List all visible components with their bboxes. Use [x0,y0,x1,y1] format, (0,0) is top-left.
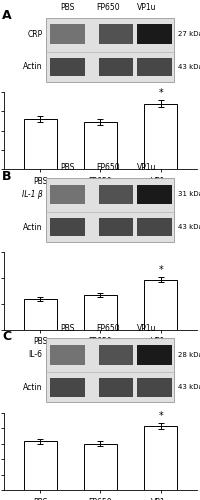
Text: 28 kDa: 28 kDa [177,352,200,358]
FancyBboxPatch shape [98,24,133,44]
Text: *: * [158,88,162,98]
Text: C: C [2,330,11,343]
Text: FP650: FP650 [96,324,119,333]
Text: FP650: FP650 [96,164,119,172]
Text: *: * [158,411,162,421]
FancyBboxPatch shape [50,378,85,396]
Text: B: B [2,170,12,182]
Text: Actin: Actin [23,383,42,392]
Bar [83,295,116,330]
FancyBboxPatch shape [50,345,85,364]
Bar [83,122,116,170]
Bar [83,444,116,490]
FancyBboxPatch shape [136,378,171,396]
Text: VP1u: VP1u [136,164,156,172]
FancyBboxPatch shape [98,218,133,236]
Text: PBS: PBS [60,164,75,172]
FancyBboxPatch shape [136,24,171,44]
FancyBboxPatch shape [98,184,133,204]
Text: 43 kDa: 43 kDa [177,384,200,390]
FancyBboxPatch shape [50,218,85,236]
FancyBboxPatch shape [46,18,173,82]
Text: 43 kDa: 43 kDa [177,64,200,70]
Bar [23,441,56,490]
Bar [144,104,177,170]
Text: IL-1 β: IL-1 β [22,190,42,199]
Text: 27 kDa: 27 kDa [177,31,200,37]
FancyBboxPatch shape [98,345,133,364]
FancyBboxPatch shape [50,24,85,44]
FancyBboxPatch shape [46,178,173,242]
Text: CRP: CRP [27,30,42,38]
Text: *: * [158,266,162,276]
Text: 31 kDa: 31 kDa [177,192,200,198]
Bar [23,119,56,170]
FancyBboxPatch shape [136,345,171,364]
Text: IL-6: IL-6 [28,350,42,360]
FancyBboxPatch shape [136,218,171,236]
FancyBboxPatch shape [98,378,133,396]
Text: A: A [2,10,12,22]
FancyBboxPatch shape [136,58,171,76]
Text: FP650: FP650 [96,3,119,12]
Text: Actin: Actin [23,222,42,232]
FancyBboxPatch shape [98,58,133,76]
FancyBboxPatch shape [46,338,173,402]
Bar [144,280,177,330]
Text: VP1u: VP1u [136,3,156,12]
FancyBboxPatch shape [50,58,85,76]
Text: PBS: PBS [60,3,75,12]
Bar [23,298,56,330]
Bar [144,426,177,490]
FancyBboxPatch shape [50,184,85,204]
Text: VP1u: VP1u [136,324,156,333]
Text: 43 kDa: 43 kDa [177,224,200,230]
Text: PBS: PBS [60,324,75,333]
Text: Actin: Actin [23,62,42,72]
FancyBboxPatch shape [136,184,171,204]
